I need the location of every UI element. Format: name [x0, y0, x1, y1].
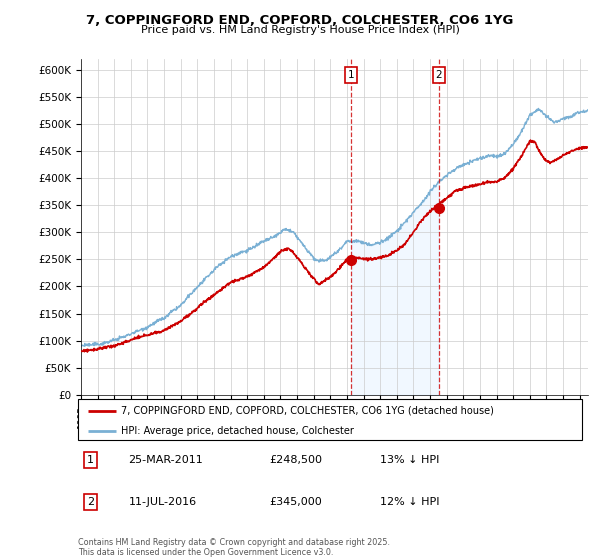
- Text: 2: 2: [87, 497, 94, 507]
- Text: £345,000: £345,000: [269, 497, 322, 507]
- Text: 13% ↓ HPI: 13% ↓ HPI: [380, 455, 440, 465]
- Text: HPI: Average price, detached house, Colchester: HPI: Average price, detached house, Colc…: [121, 426, 354, 436]
- Text: 1: 1: [347, 70, 354, 80]
- FancyBboxPatch shape: [78, 399, 582, 440]
- Text: Contains HM Land Registry data © Crown copyright and database right 2025.
This d: Contains HM Land Registry data © Crown c…: [78, 538, 390, 557]
- Text: 25-MAR-2011: 25-MAR-2011: [128, 455, 203, 465]
- Text: 7, COPPINGFORD END, COPFORD, COLCHESTER, CO6 1YG: 7, COPPINGFORD END, COPFORD, COLCHESTER,…: [86, 14, 514, 27]
- Text: Price paid vs. HM Land Registry's House Price Index (HPI): Price paid vs. HM Land Registry's House …: [140, 25, 460, 35]
- Text: 7, COPPINGFORD END, COPFORD, COLCHESTER, CO6 1YG (detached house): 7, COPPINGFORD END, COPFORD, COLCHESTER,…: [121, 405, 494, 416]
- Text: 1: 1: [87, 455, 94, 465]
- Text: 11-JUL-2016: 11-JUL-2016: [128, 497, 197, 507]
- Text: 12% ↓ HPI: 12% ↓ HPI: [380, 497, 440, 507]
- Text: £248,500: £248,500: [269, 455, 323, 465]
- Text: 2: 2: [436, 70, 442, 80]
